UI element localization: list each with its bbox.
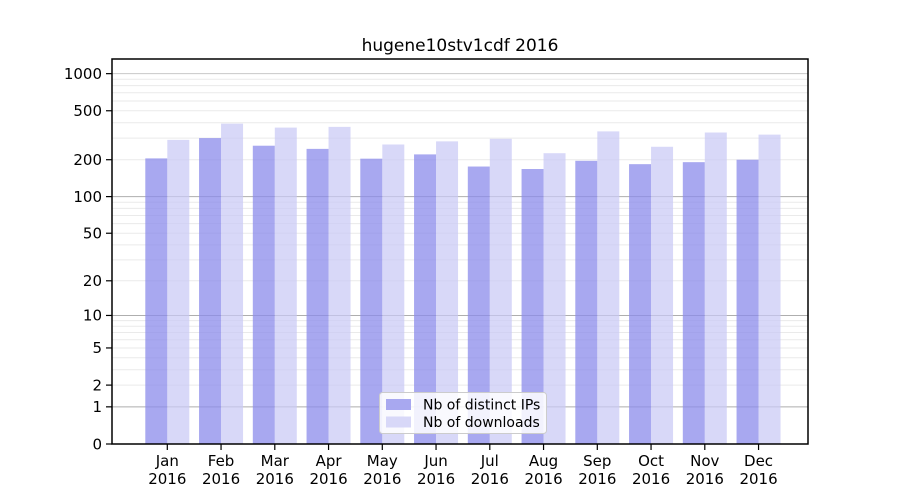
axis-ticks-and-labels: 0 1 2 5 10 20 50 100 200 500 1000 Jan 2016 Feb 2016 Mar… [64, 65, 778, 488]
bars [145, 123, 781, 445]
bar-dec-distinct-ips [736, 159, 759, 445]
bar-jul-downloads [489, 138, 512, 445]
bar-aug-downloads [543, 153, 566, 444]
chart-title: hugene10stv1cdf 2016 [362, 36, 559, 56]
legend-swatch-downloads [386, 416, 411, 428]
plot-border [111, 58, 809, 445]
bar-feb-downloads [221, 123, 244, 444]
y-tick-label-5: 5 [92, 339, 102, 357]
bar-jun-downloads [436, 141, 459, 444]
bar-jun-distinct-ips [414, 154, 437, 444]
bar-may-downloads [382, 144, 405, 444]
x-tick-label-jun: Jun 2016 [417, 452, 455, 488]
x-tick-label-jan: Jan 2016 [148, 452, 186, 488]
bar-oct-distinct-ips [629, 164, 652, 444]
bar-jan-distinct-ips [145, 158, 168, 445]
y-tick-label-1: 1 [92, 398, 102, 416]
legend-swatch-distinct-ips [386, 399, 411, 410]
x-tick-label-feb: Feb 2016 [202, 452, 240, 488]
bar-mar-downloads [274, 127, 297, 444]
x-tick-label-mar: Mar 2016 [256, 452, 294, 488]
legend-label-downloads: Nb of downloads [423, 415, 540, 431]
legend: Nb of distinct IPs Nb of downloads [379, 392, 547, 434]
y-tick-label-0: 0 [92, 435, 102, 453]
y-tick-label-50: 50 [83, 224, 102, 242]
bar-may-distinct-ips [360, 158, 383, 444]
y-tick-label-2: 2 [92, 376, 102, 394]
x-tick-label-nov: Nov 2016 [686, 452, 724, 488]
bar-sep-downloads [597, 131, 620, 444]
bar-nov-downloads [704, 132, 727, 445]
bar-apr-distinct-ips [306, 148, 329, 444]
y-tick-label-20: 20 [83, 272, 102, 290]
bar-aug-distinct-ips [521, 169, 544, 444]
bar-jan-downloads [167, 139, 190, 444]
bar-oct-downloads [651, 146, 674, 444]
x-tick-label-dec: Dec 2016 [739, 452, 777, 488]
y-tick-label-100: 100 [73, 188, 102, 206]
bar-mar-distinct-ips [252, 145, 275, 445]
y-tick-label-1000: 1000 [64, 65, 102, 83]
x-tick-label-jul: Jul 2016 [471, 452, 509, 488]
bar-apr-downloads [328, 126, 351, 444]
bar-nov-distinct-ips [682, 162, 705, 445]
y-tick-label-500: 500 [73, 102, 102, 120]
x-tick-label-apr: Apr 2016 [309, 452, 347, 488]
y-tick-label-10: 10 [83, 307, 102, 325]
x-tick-label-sep: Sep 2016 [578, 452, 616, 488]
bar-dec-downloads [758, 134, 781, 445]
x-tick-label-aug: Aug 2016 [524, 452, 562, 488]
bar-sep-distinct-ips [575, 160, 598, 444]
x-tick-label-may: May 2016 [363, 452, 401, 488]
plot-frame [111, 58, 809, 445]
legend-box [379, 392, 547, 434]
legend-label-distinct-ips: Nb of distinct IPs [423, 398, 540, 414]
x-tick-label-oct: Oct 2016 [632, 452, 670, 488]
bar-feb-distinct-ips [199, 138, 222, 444]
y-tick-label-200: 200 [73, 151, 102, 169]
bar-jul-distinct-ips [467, 166, 490, 444]
